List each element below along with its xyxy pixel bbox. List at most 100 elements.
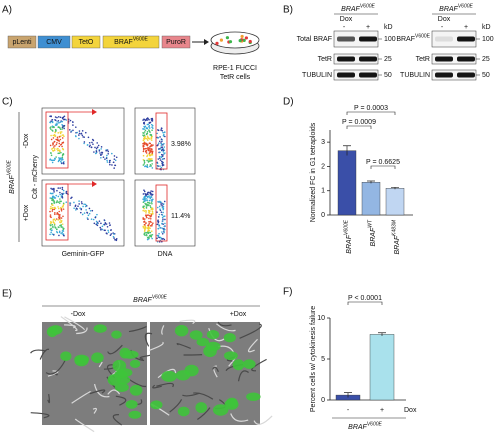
- flow-dot: [57, 187, 60, 189]
- flow-dot: [62, 189, 65, 192]
- flow-dot: [144, 218, 146, 220]
- marker: 50: [482, 72, 490, 79]
- flow-dot: [150, 165, 153, 167]
- flow-dot: [144, 202, 146, 205]
- flow-dot: [145, 206, 148, 208]
- flow-dot: [163, 133, 165, 136]
- bracket: [346, 125, 372, 129]
- flow-dot: [148, 217, 150, 220]
- flow-dot: [148, 149, 151, 152]
- flow-dot: [146, 138, 148, 140]
- y-tick-label: 1: [321, 188, 325, 195]
- flow-dot: [101, 225, 104, 228]
- flow-dot: [80, 208, 83, 211]
- flow-dot: [114, 159, 117, 162]
- flow-dot: [65, 119, 68, 121]
- flow-dot: [94, 216, 97, 219]
- row-label: TUBULIN: [302, 72, 332, 79]
- bar: [361, 182, 381, 216]
- annotation: P = 0.6625: [366, 159, 400, 166]
- percent: 11.4%: [171, 213, 190, 220]
- condition: +Dox: [230, 311, 247, 318]
- blot-header: BRAFV600E: [439, 4, 473, 13]
- flow-dot: [61, 123, 63, 126]
- flow-dot: [57, 132, 60, 134]
- cell-edge: [230, 413, 249, 422]
- cell-edge: [216, 323, 236, 332]
- flow-dot: [78, 137, 80, 140]
- flow-dot: [149, 154, 151, 157]
- panel-label: F): [283, 287, 292, 298]
- flow-dot: [151, 200, 153, 202]
- flow-dot: [61, 120, 64, 123]
- flow-dot: [64, 118, 66, 121]
- nucleus: [91, 352, 104, 364]
- flow-dot: [157, 142, 160, 145]
- x-tick-label: -: [347, 407, 350, 414]
- flow-dot: [59, 187, 61, 189]
- flow-dot: [50, 227, 52, 230]
- flow-dot: [89, 210, 92, 212]
- flow-dot: [50, 120, 52, 122]
- flow-dot: [61, 162, 63, 165]
- flow-dot: [76, 131, 79, 134]
- flow-dot: [73, 207, 75, 209]
- flow-dot: [148, 126, 150, 128]
- nucleus: [129, 384, 143, 396]
- flow-dot: [96, 213, 98, 216]
- cell-edge: [247, 338, 258, 353]
- flow-dot: [100, 222, 102, 225]
- flow-dot: [57, 160, 60, 163]
- flow-dot: [59, 150, 61, 153]
- panel-label: A): [2, 5, 12, 16]
- flow-dot: [160, 203, 162, 206]
- gene-label-base: BRAF: [133, 297, 152, 304]
- flow-dot: [148, 127, 151, 129]
- flow-dot: [100, 148, 102, 150]
- bar: [337, 150, 357, 216]
- flow-dot: [57, 120, 60, 122]
- flow-dot: [157, 227, 159, 230]
- cells-label: RPE-1 FUCCI: [213, 65, 257, 72]
- flow-dot: [49, 224, 52, 226]
- flow-dot: [83, 203, 85, 206]
- flow-dot: [149, 197, 152, 200]
- flow-dot: [55, 143, 58, 146]
- flow-dot: [54, 145, 56, 147]
- band: [337, 56, 355, 62]
- flow-dot: [146, 154, 149, 157]
- flow-dot: [58, 142, 61, 145]
- plus: +: [464, 24, 468, 31]
- flow-dot: [61, 186, 64, 189]
- flow-dot: [52, 226, 54, 229]
- flow-dot: [161, 214, 164, 216]
- x-tick-label: BRAFV600E: [344, 219, 353, 253]
- flow-dot: [54, 116, 57, 118]
- annotation: P = 0.0009: [342, 119, 376, 126]
- flow-dot: [53, 191, 55, 193]
- flow-dot: [146, 231, 149, 234]
- flow-dot: [83, 141, 86, 143]
- flow-dot: [161, 231, 163, 233]
- flow-dot: [142, 154, 145, 157]
- flow-dot: [109, 224, 111, 226]
- flow-dot: [81, 130, 84, 132]
- flow-dot: [149, 142, 152, 145]
- construct-label-sup: V600E: [133, 37, 149, 43]
- flow-dot: [150, 148, 153, 150]
- flow-dot: [55, 218, 58, 220]
- flow-dot: [162, 131, 164, 134]
- flow-dot: [61, 134, 64, 136]
- nucleus: [174, 325, 189, 337]
- nucleus: [74, 355, 89, 367]
- flow-dot: [80, 133, 82, 135]
- row-label: TetR: [318, 56, 332, 63]
- flow-dot: [60, 224, 62, 226]
- nucleus: [114, 382, 129, 392]
- flow-dot: [58, 152, 61, 154]
- flow-dot: [53, 146, 55, 148]
- construct-label: TetO: [79, 39, 94, 46]
- flow-dot: [78, 134, 80, 136]
- flow-dot: [147, 136, 149, 139]
- row-label-base: BRAF: [396, 36, 415, 43]
